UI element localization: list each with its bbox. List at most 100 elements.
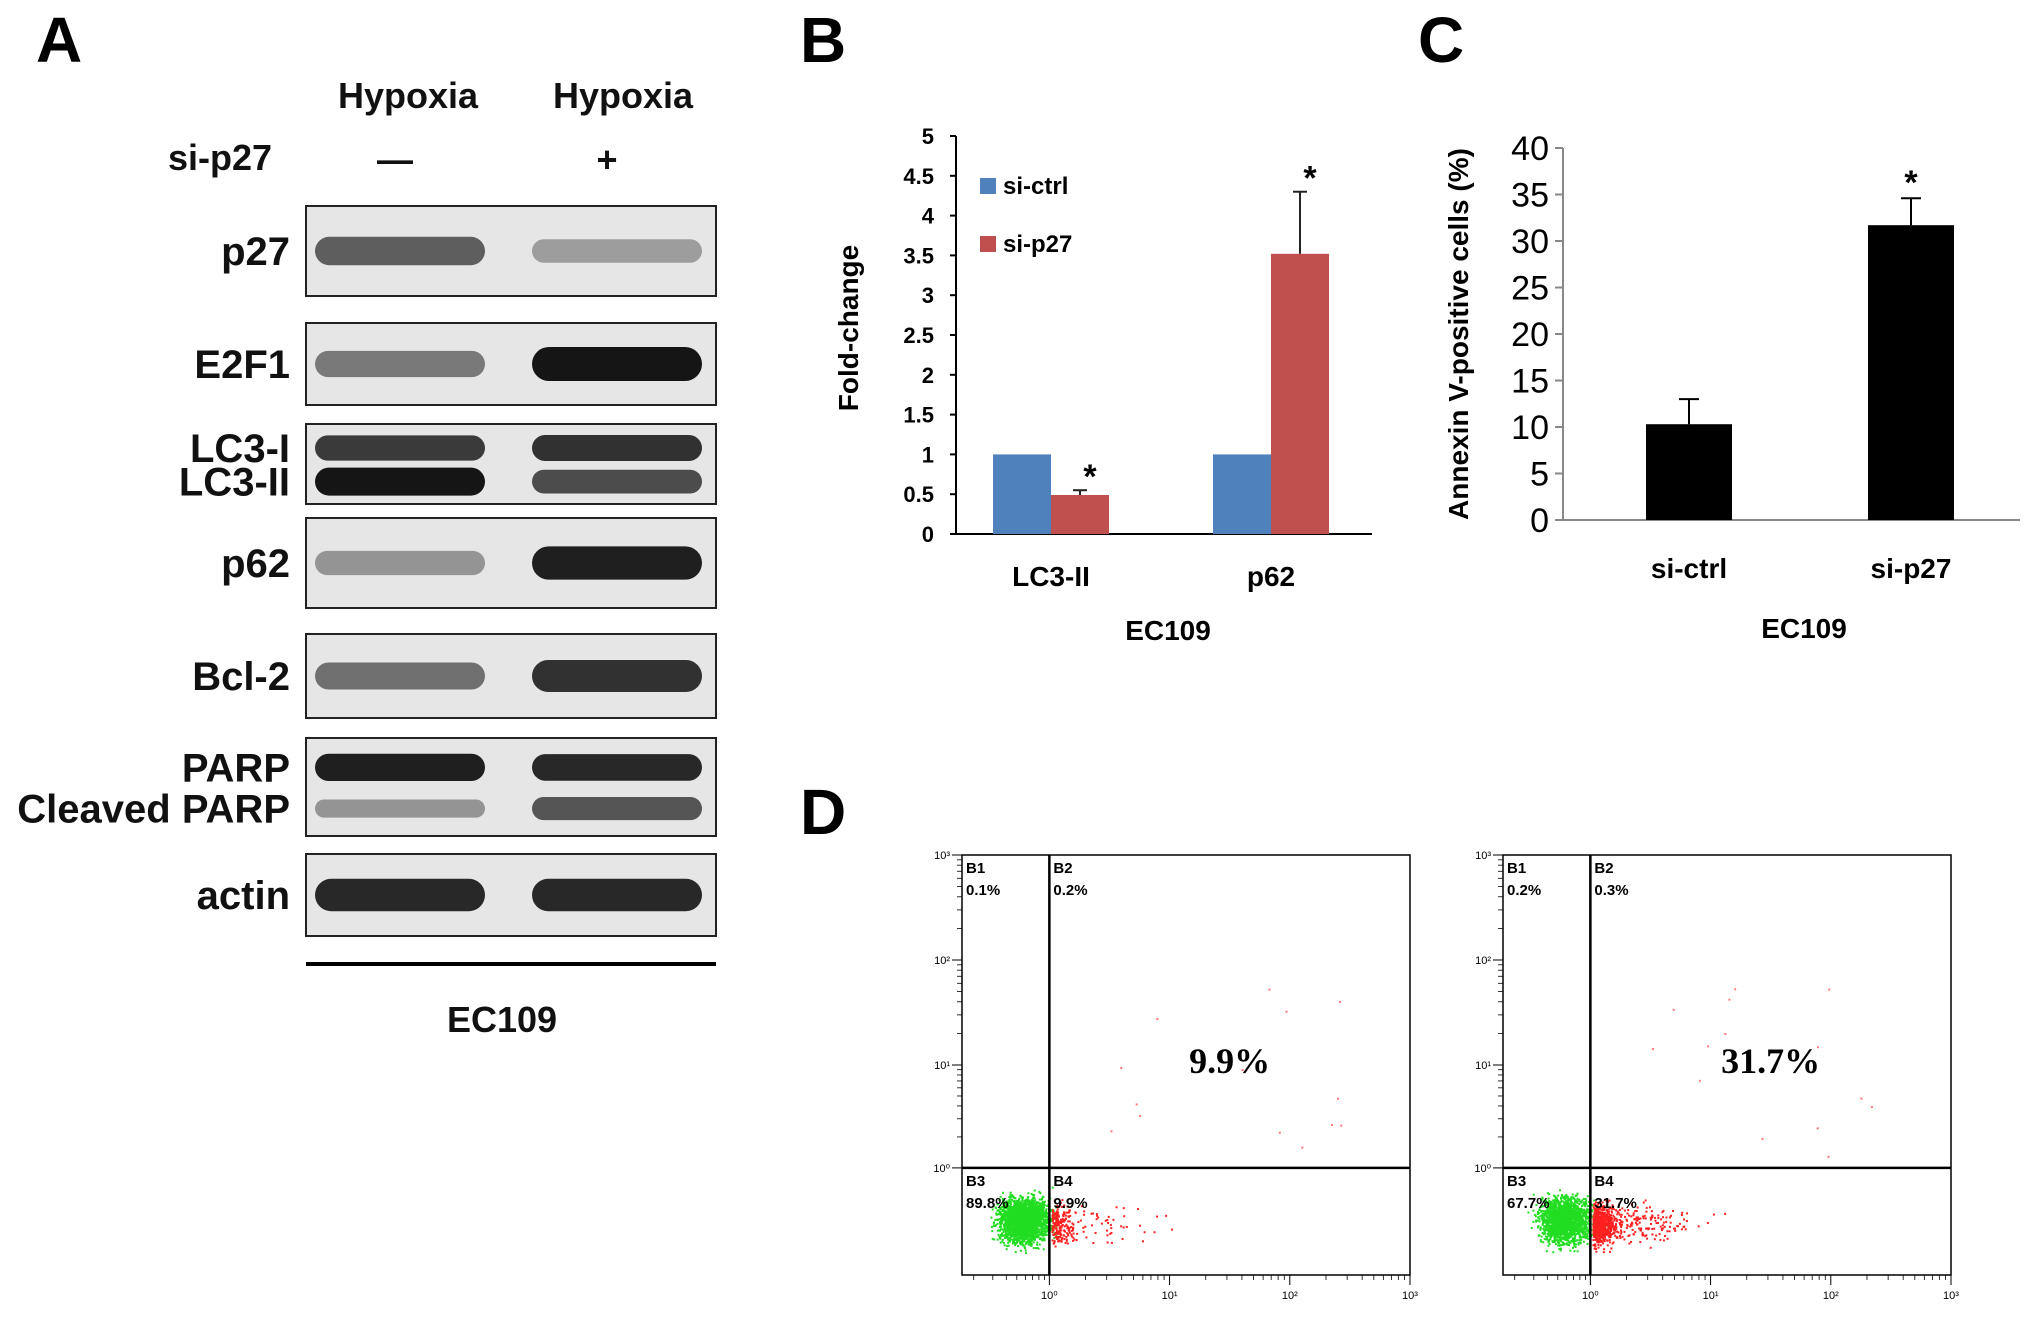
cell-dot — [1571, 1229, 1574, 1232]
cell-dot — [1018, 1198, 1021, 1201]
cell-dot — [1022, 1210, 1025, 1213]
cell-dot — [1051, 1186, 1054, 1189]
cell-dot — [1010, 1227, 1013, 1230]
cell-dot — [1565, 1195, 1568, 1198]
cell-dot — [1005, 1204, 1008, 1207]
cell-dot — [1020, 1200, 1023, 1203]
cell-dot — [1565, 1212, 1568, 1215]
cell-dot — [1052, 1226, 1055, 1229]
cell-dot — [1624, 1215, 1627, 1218]
cell-dot — [1029, 1243, 1032, 1246]
cell-dot — [1035, 1247, 1038, 1250]
cell-dot — [1561, 1241, 1564, 1244]
cell-dot — [996, 1222, 999, 1225]
cell-dot — [1577, 1243, 1580, 1246]
cell-dot — [1004, 1220, 1007, 1223]
cell-dot — [1065, 1223, 1068, 1226]
cell-dot — [1562, 1238, 1565, 1241]
cell-dot — [1009, 1238, 1012, 1241]
cell-dot — [1547, 1206, 1550, 1209]
cell-dot — [1040, 1226, 1043, 1229]
chart-c-bar — [1868, 225, 1954, 520]
cell-dot — [1080, 1205, 1083, 1208]
cell-dot — [1585, 1236, 1588, 1239]
cell-dot — [1018, 1202, 1021, 1205]
cell-dot — [1580, 1238, 1583, 1241]
cell-dot — [1031, 1229, 1034, 1232]
cell-dot — [1026, 1203, 1029, 1206]
cell-dot — [1034, 1236, 1037, 1239]
cell-dot — [1079, 1219, 1082, 1222]
cell-dot — [1603, 1216, 1606, 1219]
cell-dot — [1669, 1221, 1672, 1224]
cell-dot — [1567, 1209, 1570, 1212]
cell-dot — [1594, 1236, 1597, 1239]
cell-dot — [1567, 1241, 1570, 1244]
cell-dot — [1567, 1202, 1570, 1205]
cell-dot — [1620, 1226, 1623, 1229]
cell-dot — [1559, 1204, 1562, 1207]
cell-dot — [1046, 1230, 1049, 1233]
cell-dot — [1573, 1219, 1576, 1222]
cell-dot — [1558, 1227, 1561, 1230]
cell-dot — [1577, 1222, 1580, 1225]
blot-label: p62 — [221, 542, 290, 586]
cell-dot — [1568, 1237, 1571, 1240]
cell-dot — [1558, 1217, 1561, 1220]
cell-dot — [1029, 1205, 1032, 1208]
cell-dot — [1554, 1200, 1557, 1203]
blot-band — [315, 435, 485, 461]
cell-dot — [1547, 1230, 1550, 1233]
cell-dot — [1004, 1224, 1007, 1227]
cell-dot — [1573, 1233, 1576, 1236]
chart-b-ytick-label: 1 — [922, 442, 934, 467]
cell-dot — [1577, 1217, 1580, 1220]
cell-dot — [1594, 1202, 1597, 1205]
cell-dot — [1566, 1232, 1569, 1235]
cell-dot — [1008, 1213, 1011, 1216]
cell-dot — [1301, 1146, 1304, 1149]
cell-dot — [1557, 1211, 1560, 1214]
cell-dot — [1554, 1217, 1557, 1220]
cell-dot — [1059, 1231, 1062, 1234]
cell-dot — [1032, 1218, 1035, 1221]
cell-dot — [1039, 1202, 1042, 1205]
cell-dot — [1583, 1208, 1586, 1211]
cell-dot — [1543, 1203, 1546, 1206]
cell-dot — [1009, 1231, 1012, 1234]
cell-dot — [1664, 1235, 1667, 1238]
cell-dot — [1033, 1211, 1036, 1214]
cell-dot — [1066, 1225, 1069, 1228]
cell-dot — [1016, 1226, 1019, 1229]
blot-cell-line: EC109 — [447, 999, 557, 1040]
cell-dot — [1547, 1222, 1550, 1225]
cell-dot — [1597, 1246, 1600, 1249]
blot-band — [315, 662, 485, 690]
cell-dot — [1024, 1243, 1027, 1246]
cell-dot — [1097, 1216, 1100, 1219]
cell-dot — [996, 1238, 999, 1241]
cell-dot — [1034, 1209, 1037, 1212]
cell-dot — [1540, 1209, 1543, 1212]
cell-dot — [1030, 1238, 1033, 1241]
cell-dot — [1036, 1243, 1039, 1246]
cell-dot — [1548, 1226, 1551, 1229]
cell-dot — [1095, 1218, 1098, 1221]
cell-dot — [1548, 1233, 1551, 1236]
cell-dot — [1565, 1233, 1568, 1236]
cell-dot — [1569, 1198, 1572, 1201]
cell-dot — [1563, 1234, 1566, 1237]
cell-dot — [1577, 1216, 1580, 1219]
cell-dot — [1537, 1225, 1540, 1228]
cell-dot — [996, 1219, 999, 1222]
cell-dot — [1067, 1215, 1070, 1218]
cell-dot — [1004, 1227, 1007, 1230]
cell-dot — [1547, 1210, 1550, 1213]
cell-dot — [1566, 1236, 1569, 1239]
cell-dot — [1549, 1224, 1552, 1227]
cell-dot — [1579, 1200, 1582, 1203]
cell-dot — [1029, 1207, 1032, 1210]
cell-dot — [1562, 1217, 1565, 1220]
cell-dot — [1542, 1233, 1545, 1236]
cell-dot — [1040, 1207, 1043, 1210]
